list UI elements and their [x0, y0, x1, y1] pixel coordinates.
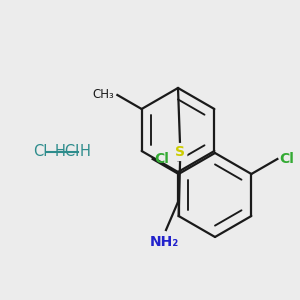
Text: HCl: HCl — [55, 145, 80, 160]
Text: NH₂: NH₂ — [149, 235, 178, 249]
Text: Cl: Cl — [279, 152, 294, 166]
Text: S: S — [175, 145, 185, 159]
Text: Cl: Cl — [154, 152, 169, 166]
Text: Cl: Cl — [33, 145, 47, 160]
Text: H: H — [80, 145, 91, 160]
Text: CH₃: CH₃ — [93, 88, 114, 100]
